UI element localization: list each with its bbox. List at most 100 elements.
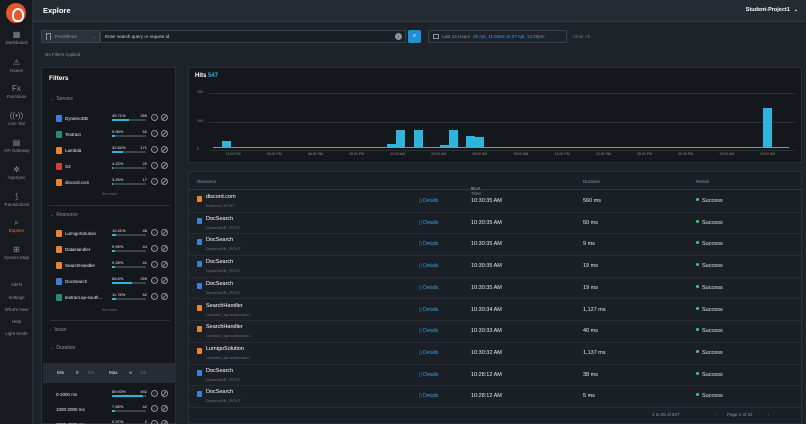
resource-type-icon: [197, 261, 202, 268]
filter-row-resource[interactable]: LumigoSolution 10.41% 46 ✓: [56, 228, 173, 240]
table-row[interactable]: LumigoSolution Lambda | ap-southeast-1 ▯ D…: [189, 343, 801, 365]
predefined-dropdown[interactable]: Predefined ⌄: [41, 30, 100, 43]
prev-page-icon[interactable]: ‹: [715, 412, 717, 417]
table-row[interactable]: DocSearch DynamoDB | POST ▯ Details 10:30:3…: [189, 256, 801, 278]
col-result[interactable]: Result: [696, 179, 709, 184]
sidebar-item-explore[interactable]: ⌕ Explore: [0, 218, 33, 234]
search-button[interactable]: ⌕: [408, 30, 421, 43]
resource-section-toggle[interactable]: ⌄ Resource: [50, 212, 78, 218]
filter-row-resource[interactable]: DataHandler 9.95% 44 ✓: [56, 244, 173, 256]
exclude-filter-icon[interactable]: [161, 277, 168, 284]
details-link[interactable]: ▯ Details: [419, 393, 438, 399]
details-link[interactable]: ▯ Details: [419, 328, 438, 334]
table-row[interactable]: DocSearch DynamoDB | POST ▯ Details 10:30:3…: [189, 213, 801, 235]
include-filter-icon[interactable]: ✓: [151, 178, 158, 185]
sidebar-link-settings[interactable]: Settings: [8, 295, 25, 300]
filter-row-service[interactable]: Lambda 32.82% 171 ✓: [56, 145, 173, 157]
details-link[interactable]: ▯ Details: [419, 263, 438, 269]
details-link[interactable]: ▯ Details: [419, 307, 438, 313]
filter-row-service[interactable]: Textract 9.96% 52 ✓: [56, 129, 173, 141]
time-range-picker[interactable]: Last 24 Hours 26 Apr, 11:50am to 27 Apr, …: [428, 30, 567, 43]
exclude-filter-icon[interactable]: [161, 405, 168, 412]
filter-row-service[interactable]: DynamoDB 49.71% 259 ✓: [56, 113, 173, 125]
table-row[interactable]: DocSearch DynamoDB | POST ▯ Details 10:30:3…: [189, 278, 801, 300]
filter-row-service[interactable]: discord.com 3.26% 17 ✓: [56, 177, 173, 189]
filter-row-resource[interactable]: SearchHandler 9.28% 41 ✓: [56, 260, 173, 272]
table-row[interactable]: DocSearch DynamoDB | POST ▯ Details 10:30:3…: [189, 234, 801, 257]
include-filter-icon[interactable]: ✓: [151, 245, 158, 252]
include-filter-icon[interactable]: ✓: [151, 405, 158, 412]
include-filter-icon[interactable]: ✓: [151, 390, 158, 397]
filter-row-duration_rows[interactable]: 1000-2000 ms 7.68% 42 ✓: [56, 404, 173, 416]
filter-row-resource[interactable]: textract.ap-south... 11.76% 52 ✓: [56, 292, 173, 304]
duration-section-toggle[interactable]: ⌄ Duration: [50, 345, 75, 351]
see-more-resource[interactable]: See more: [101, 308, 118, 312]
exclude-filter-icon[interactable]: [161, 420, 168, 424]
filter-percent: 58.6%: [112, 276, 124, 281]
table-row[interactable]: SearchHandler Lambda | ap-southeast-1 ▯ De…: [189, 300, 801, 322]
filter-row-service[interactable]: S3 4.22% 22 ✓: [56, 161, 173, 173]
filter-count: 259: [140, 113, 147, 118]
sidebar-item-api-gateway[interactable]: ▤ API Gateway: [0, 138, 33, 154]
info-icon[interactable]: i: [395, 33, 402, 40]
issue-section-toggle[interactable]: › Issue: [50, 327, 66, 333]
details-link[interactable]: ▯ Details: [419, 198, 438, 204]
sidebar-link-alerts[interactable]: Alerts: [10, 282, 23, 287]
include-filter-icon[interactable]: ✓: [151, 277, 158, 284]
details-link[interactable]: ▯ Details: [419, 220, 438, 226]
exclude-filter-icon[interactable]: [161, 178, 168, 185]
details-link[interactable]: ▯ Details: [419, 241, 438, 247]
exclude-filter-icon[interactable]: [161, 261, 168, 268]
include-filter-icon[interactable]: ✓: [151, 229, 158, 236]
min-input[interactable]: 0: [76, 370, 79, 375]
sidebar-item-functions[interactable]: Fx Functions: [0, 84, 33, 100]
lumigo-logo-icon[interactable]: [6, 3, 26, 23]
sidebar-item-appsync[interactable]: ✲ AppSync: [0, 165, 33, 181]
table-row[interactable]: SearchHandler Lambda | ap-southeast-1 ▯ De…: [189, 321, 801, 343]
filter-row-resource[interactable]: DocSearch 58.6% 259 ✓: [56, 276, 173, 288]
service-section-toggle[interactable]: ⌄ Service: [50, 96, 73, 102]
sidebar-link-help[interactable]: Help: [11, 319, 22, 324]
sidebar-item-system-map[interactable]: ⊞ System Map: [0, 245, 33, 261]
filter-row-duration_rows[interactable]: 0-1000 ms 89.93% 492 ✓: [56, 389, 173, 401]
chart-bar: [692, 147, 702, 148]
max-input[interactable]: ∞: [129, 370, 133, 375]
include-filter-icon[interactable]: ✓: [151, 420, 158, 424]
include-filter-icon[interactable]: ✓: [151, 146, 158, 153]
table-row[interactable]: DocSearch DynamoDB | POST ▯ Details 10:28:1…: [189, 386, 801, 408]
details-link[interactable]: ▯ Details: [419, 285, 438, 291]
col-duration[interactable]: Duration: [583, 179, 601, 184]
search-input[interactable]: Enter search query or request id i: [100, 30, 406, 43]
exclude-filter-icon[interactable]: [161, 146, 168, 153]
exclude-filter-icon[interactable]: [161, 229, 168, 236]
include-filter-icon[interactable]: ✓: [151, 293, 158, 300]
exclude-filter-icon[interactable]: [161, 390, 168, 397]
exclude-filter-icon[interactable]: [161, 162, 168, 169]
filter-row-duration_rows[interactable]: 2000-3000 ms 0.37% 2 ✓: [56, 419, 173, 424]
clear-all-button[interactable]: Clear All: [573, 34, 590, 39]
see-more-service[interactable]: See more: [101, 192, 118, 196]
details-link[interactable]: ▯ Details: [419, 350, 438, 356]
include-filter-icon[interactable]: ✓: [151, 130, 158, 137]
table-row[interactable]: discord.com External | POST ▯ Details 10:30…: [189, 191, 801, 213]
sidebar-link-light-mode[interactable]: Light Mode: [5, 331, 28, 336]
sidebar-link-what-s-new[interactable]: What's New: [4, 307, 29, 312]
col-resource[interactable]: Resource: [197, 179, 217, 184]
include-filter-icon[interactable]: ✓: [151, 162, 158, 169]
details-link[interactable]: ▯ Details: [419, 372, 438, 378]
exclude-filter-icon[interactable]: [161, 245, 168, 252]
exclude-filter-icon[interactable]: [161, 130, 168, 137]
include-filter-icon[interactable]: ✓: [151, 114, 158, 121]
sidebar-item-live-tail[interactable]: ((•)) Live Tail: [0, 111, 33, 127]
exclude-filter-icon[interactable]: [161, 114, 168, 121]
sidebar-item-issues[interactable]: ⚠ Issues: [0, 58, 33, 74]
project-selector[interactable]: Student-Project1 ⌄: [746, 7, 798, 13]
next-page-icon[interactable]: ›: [768, 412, 770, 417]
include-filter-icon[interactable]: ✓: [151, 261, 158, 268]
chart-bar: [727, 147, 737, 148]
exclude-filter-icon[interactable]: [161, 293, 168, 300]
sidebar-item-dashboard[interactable]: ▦ Dashboard: [0, 30, 33, 46]
dashboard-icon: ▦: [12, 30, 21, 39]
sidebar-item-transactions[interactable]: ⟆ Transactions: [0, 192, 33, 208]
table-row[interactable]: DocSearch DynamoDB | POST ▯ Details 10:28:1…: [189, 365, 801, 387]
